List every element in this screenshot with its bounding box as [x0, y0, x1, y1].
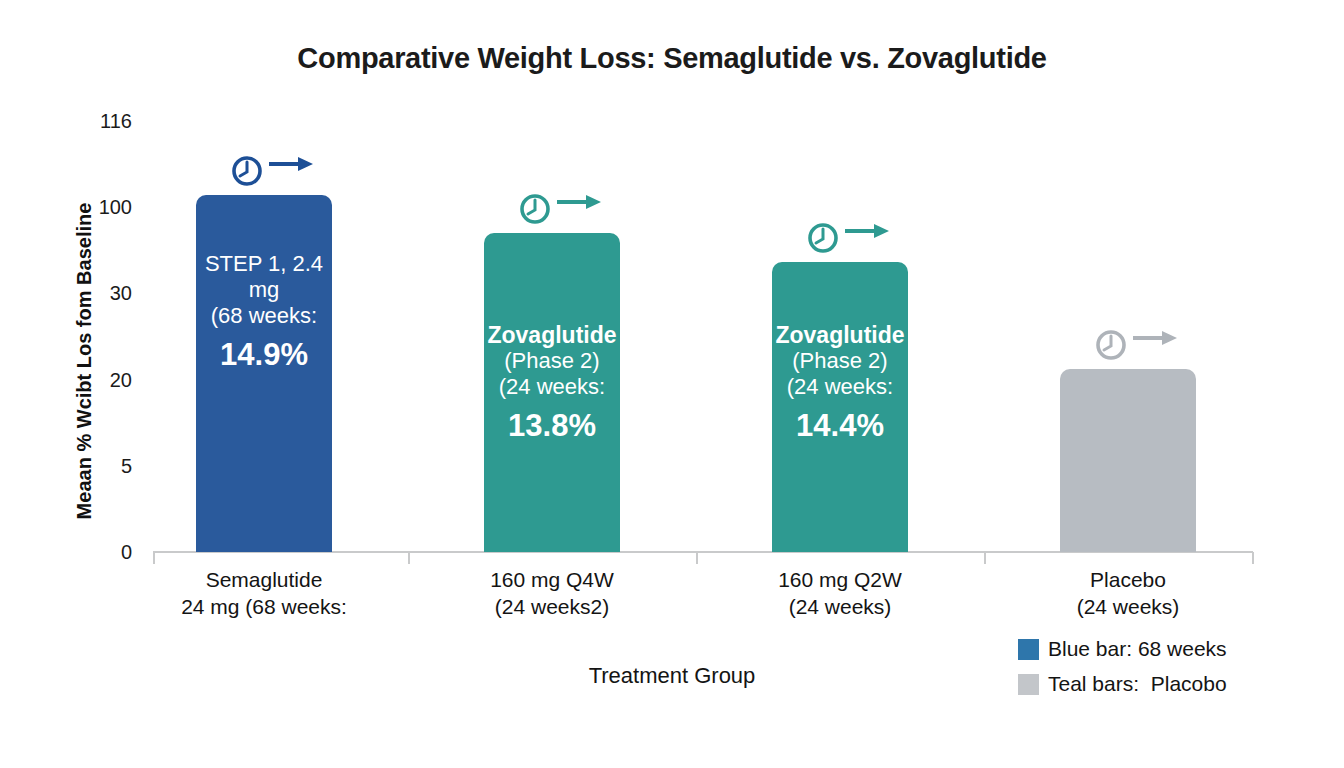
chart-canvas: Comparative Weight Loss: Semaglutide vs.… — [0, 0, 1344, 768]
bar-text-line: Zovaglutide — [484, 322, 620, 348]
bar-value-label: 14.9% — [196, 335, 332, 375]
bar-text-line: (24 weeks: — [484, 374, 620, 400]
bar-text-line: (Phase 2) — [772, 348, 908, 374]
x-axis-tick-mark — [984, 552, 986, 564]
clock-arrow-icon — [516, 187, 616, 231]
chart-title: Comparative Weight Loss: Semaglutide vs.… — [0, 42, 1344, 75]
bar-inner-label: Zovaglutide(Phase 2)(24 weeks: 14.4% — [772, 322, 908, 446]
x-axis-tick-mark — [408, 552, 410, 564]
legend-swatch — [1018, 639, 1039, 660]
x-tick-label-line: 160 mg Q4W — [412, 566, 692, 593]
bar: Zovaglutide(Phase 2)(24 weeks: 13.8% — [484, 233, 620, 552]
y-tick-label: 30 — [72, 279, 132, 307]
y-tick-label: 100 — [72, 193, 132, 221]
bar: Zovaglutide(Phase 2)(24 weeks: 14.4% — [772, 262, 908, 552]
legend-item: Teal bars: Placobo — [1018, 672, 1227, 696]
legend-swatch — [1018, 674, 1039, 695]
x-axis-tick-mark — [696, 552, 698, 564]
x-tick-label-line: (24 weeks2) — [412, 593, 692, 620]
y-tick-label: 5 — [72, 452, 132, 480]
legend-item: Blue bar: 68 weeks — [1018, 637, 1227, 661]
clock-arrow-icon — [1092, 323, 1192, 367]
x-tick-label-line: (24 weeks) — [700, 593, 980, 620]
bar-text-line: (24 weeks: — [772, 374, 908, 400]
y-tick-label: 20 — [72, 366, 132, 394]
x-tick-label-line: Placebo — [988, 566, 1268, 593]
x-tick-label-line: 160 mg Q2W — [700, 566, 980, 593]
y-tick-label: 0 — [72, 538, 132, 566]
x-tick-label: Placebo(24 weeks) — [988, 566, 1268, 620]
x-tick-label-line: (24 weeks) — [988, 593, 1268, 620]
x-tick-label-line: Semaglutide — [124, 566, 404, 593]
bar-text-line: (Phase 2) — [484, 348, 620, 374]
bar-inner-label: Zovaglutide(Phase 2)(24 weeks: 13.8% — [484, 322, 620, 446]
bar-inner-label: STEP 1, 2.4 mg(68 weeks: 14.9% — [196, 251, 332, 375]
legend-label: Blue bar: 68 weeks — [1048, 637, 1227, 661]
bar-value-label: 13.8% — [484, 406, 620, 446]
x-tick-label: 160 mg Q4W(24 weeks2) — [412, 566, 692, 620]
x-axis-tick-mark — [153, 552, 155, 564]
bar-text-line: (68 weeks: — [196, 303, 332, 329]
clock-arrow-icon — [804, 216, 904, 260]
bar-text-line: Zovaglutide — [772, 322, 908, 348]
legend: Blue bar: 68 weeks Teal bars: Placobo — [1018, 637, 1227, 696]
legend-label: Teal bars: Placobo — [1048, 672, 1227, 696]
x-tick-label: Semaglutide24 mg (68 weeks: — [124, 566, 404, 620]
x-tick-label: 160 mg Q2W(24 weeks) — [700, 566, 980, 620]
bar-value-label: 14.4% — [772, 406, 908, 446]
clock-arrow-icon — [228, 149, 328, 193]
y-tick-label: 116 — [72, 107, 132, 135]
bar — [1060, 369, 1196, 552]
x-axis-tick-mark — [1252, 552, 1254, 564]
bar-text-line: STEP 1, 2.4 mg — [196, 251, 332, 303]
bar: STEP 1, 2.4 mg(68 weeks: 14.9% — [196, 195, 332, 552]
x-tick-label-line: 24 mg (68 weeks: — [124, 593, 404, 620]
